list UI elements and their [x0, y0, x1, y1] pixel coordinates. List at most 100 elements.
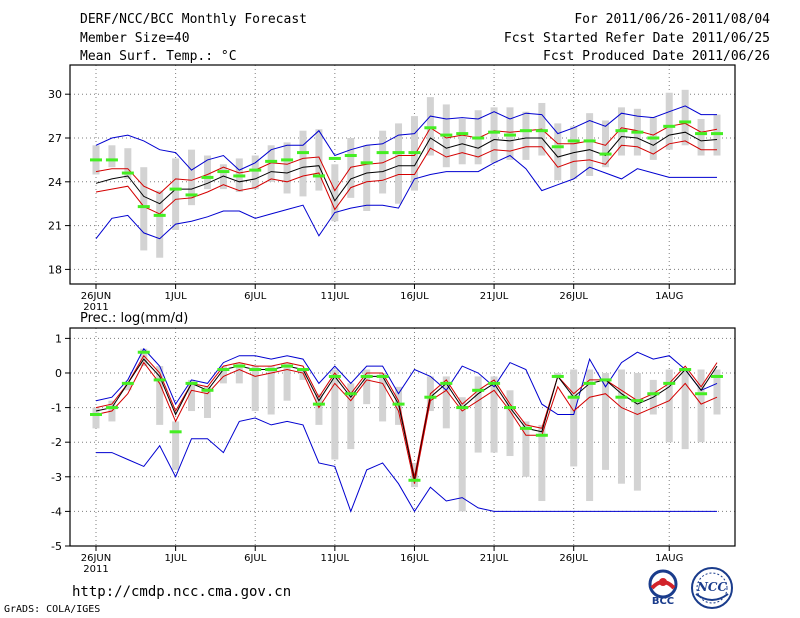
temp-box — [108, 145, 116, 168]
member-size-label: Member Size=40 — [80, 31, 190, 46]
prec-box — [681, 369, 689, 450]
temp-xtick-label: 26JUN — [81, 291, 111, 302]
prec-box — [713, 369, 721, 415]
prec-box — [522, 421, 530, 477]
temp-box — [602, 120, 610, 168]
prec-ytick-label: 0 — [55, 367, 62, 380]
prec-xtick-label: 1AUG — [655, 553, 683, 564]
prec-box — [379, 372, 387, 422]
ncc-logo: NCC — [690, 566, 734, 610]
temp-box — [681, 89, 689, 146]
temp-box — [586, 113, 594, 176]
prec-ytick-label: -2 — [51, 436, 62, 449]
prec-box — [140, 348, 148, 367]
temp-box — [140, 167, 148, 251]
grads-credit: GrADS: COLA/IGES — [4, 604, 101, 615]
temp-line-max — [95, 105, 717, 171]
forecast-period: For 2011/06/26-2011/08/04 — [574, 12, 770, 27]
prec-box — [697, 369, 705, 443]
temp-box — [283, 142, 291, 194]
bcc-logo-text: BCC — [651, 596, 675, 607]
temp-line-lower — [95, 140, 717, 215]
prec-box — [602, 372, 610, 470]
source-url[interactable]: http://cmdp.ncc.cma.gov.cn — [72, 584, 292, 600]
prec-box — [347, 383, 355, 450]
prec-box — [251, 366, 259, 412]
prec-box — [570, 369, 578, 467]
temp-ytick-label: 18 — [48, 263, 62, 276]
prec-line-max — [95, 347, 718, 415]
temp-xtick-label: 11JUL — [321, 291, 350, 302]
prec-line-lower — [95, 361, 718, 484]
prec-line-min — [96, 417, 717, 513]
temp-box — [554, 123, 562, 181]
ncc-logo-text: NCC — [696, 580, 728, 594]
prec-ytick-label: -1 — [51, 402, 62, 415]
prec-box — [283, 362, 291, 401]
temp-xtick-label: 21JUL — [480, 291, 509, 302]
prec-box — [363, 369, 371, 405]
prec-xtick-label: 16JUL — [400, 553, 429, 564]
temp-box — [203, 155, 211, 190]
prec-box — [315, 393, 323, 425]
temp-xtick-sublabel: 2011 — [83, 302, 108, 313]
prec-box — [267, 366, 275, 415]
temp-box — [522, 111, 530, 160]
temp-box — [124, 148, 132, 179]
temp-line-min — [95, 154, 717, 240]
prec-box — [203, 386, 211, 418]
temp-box — [665, 92, 673, 150]
produced-date: Fcst Produced Date 2011/06/26 — [543, 49, 770, 64]
prec-box — [124, 383, 132, 391]
prec-box — [442, 376, 450, 429]
temp-line-upper — [95, 122, 718, 195]
prec-box — [172, 421, 180, 470]
temp-xtick-label: 16JUL — [400, 291, 429, 302]
temp-box — [490, 107, 498, 163]
prec-box — [219, 366, 227, 384]
temp-box — [299, 130, 307, 197]
temp-box — [172, 158, 180, 230]
prec-line-mean — [95, 358, 718, 481]
temp-ytick-label: 30 — [48, 88, 62, 101]
temp-ytick-label: 21 — [48, 220, 62, 233]
temp-box — [331, 164, 339, 222]
bcc-logo: BCC — [640, 568, 686, 610]
temp-box — [315, 129, 323, 191]
temp-xtick-label: 6JUL — [244, 291, 267, 302]
prec-box — [474, 376, 482, 453]
prec-box — [506, 390, 514, 457]
temp-frame — [69, 64, 736, 285]
prec-ytick-label: 1 — [55, 332, 62, 345]
temp-box — [395, 123, 403, 204]
prec-xtick-label: 1JUL — [165, 553, 188, 564]
prec-box — [554, 372, 562, 377]
prec-box — [299, 369, 307, 380]
temp-ytick-label: 24 — [48, 176, 62, 189]
temp-line-mean — [95, 131, 718, 205]
chart-title: DERF/NCC/BCC Monthly Forecast — [80, 12, 307, 27]
temp-xtick-label: 1AUG — [655, 291, 683, 302]
temp-box — [379, 130, 387, 194]
temp-xtick-label: 1JUL — [165, 291, 188, 302]
prec-box — [92, 407, 100, 429]
temp-box — [267, 145, 275, 182]
temp-box — [156, 190, 164, 258]
prec-box — [235, 362, 243, 384]
temp-xtick-label: 26JUL — [559, 291, 588, 302]
prec-box — [538, 424, 546, 502]
prec-box — [633, 372, 641, 491]
prec-box — [665, 369, 673, 443]
prec-box — [586, 369, 594, 502]
temp-box — [251, 155, 259, 190]
prec-box — [458, 397, 466, 512]
prec-xtick-label: 26JUL — [559, 553, 588, 564]
temp-box — [219, 164, 227, 190]
prec-box — [490, 376, 498, 453]
prec-box — [331, 369, 339, 460]
prec-xtick-label: 11JUL — [321, 553, 350, 564]
prec-xtick-label: 21JUL — [480, 553, 509, 564]
prec-line-upper — [95, 354, 718, 477]
